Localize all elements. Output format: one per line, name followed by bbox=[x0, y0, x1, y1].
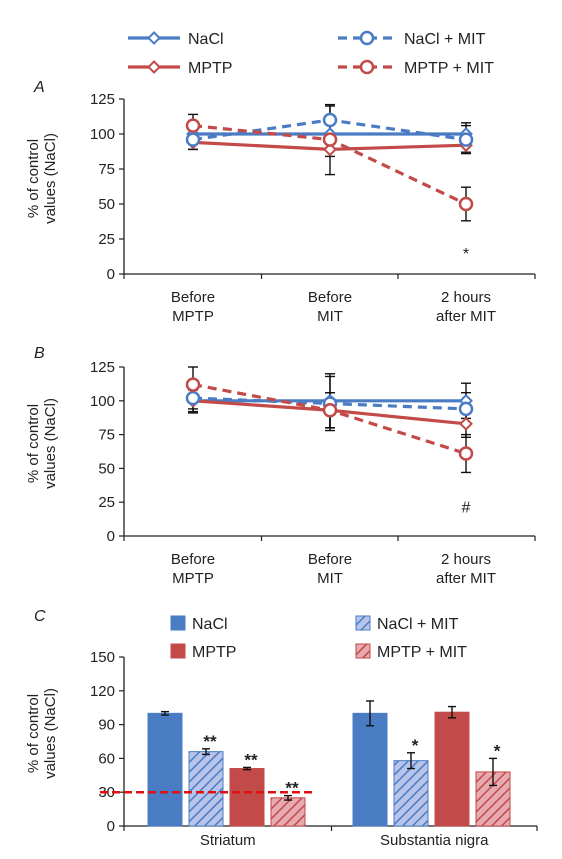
y-tick-label: 50 bbox=[98, 460, 115, 477]
legend-swatch-nacl-mit bbox=[355, 615, 371, 631]
legend-label-nacl: NaCl bbox=[188, 31, 224, 48]
legend-swatch-nacl bbox=[170, 615, 186, 631]
point-nacl-mit bbox=[458, 132, 474, 147]
y-axis-label-line: % of control bbox=[25, 404, 42, 483]
y-tick-label: 150 bbox=[90, 649, 115, 666]
significance-mark: * bbox=[412, 736, 419, 755]
panel-label: A bbox=[33, 79, 45, 96]
legend-label-nacl: NaCl bbox=[192, 616, 228, 633]
y-tick-label: 125 bbox=[90, 91, 115, 108]
x-tick-label: MIT bbox=[317, 308, 343, 325]
legend-swatch-mptp-mit bbox=[355, 643, 371, 659]
x-tick-label: MPTP bbox=[172, 308, 214, 325]
legend-marker-nacl bbox=[147, 31, 161, 45]
significance-mark: # bbox=[462, 499, 471, 516]
legend-top: NaCl NaCl + MIT MPTP MPTP + MIT bbox=[128, 30, 494, 77]
legend-swatch-mptp bbox=[170, 643, 186, 659]
y-tick-label: 75 bbox=[98, 427, 115, 444]
panel-label: C bbox=[34, 608, 46, 625]
point-mptp bbox=[323, 142, 337, 157]
significance-mark: ** bbox=[285, 779, 299, 798]
y-axis-label-line: % of control bbox=[25, 694, 42, 773]
legend-label-nacl-mit: NaCl + MIT bbox=[404, 31, 486, 48]
x-tick-label: Before bbox=[308, 289, 352, 306]
point-mptp-mit bbox=[185, 377, 201, 392]
y-tick-label: 0 bbox=[107, 266, 115, 283]
x-tick-label: Before bbox=[308, 551, 352, 568]
point-mptp bbox=[459, 416, 473, 431]
x-tick-label: Before bbox=[171, 289, 215, 306]
y-axis-label-line: values (NaCl) bbox=[42, 398, 59, 489]
bar-mptp-mit bbox=[270, 797, 306, 827]
x-tick-label: MPTP bbox=[172, 570, 214, 587]
x-tick-label: after MIT bbox=[436, 570, 496, 587]
bar-nacl-mit bbox=[188, 751, 224, 827]
x-tick-label: Striatum bbox=[200, 832, 256, 849]
legend-label-mptp: MPTP bbox=[192, 644, 236, 661]
significance-mark: * bbox=[463, 246, 469, 263]
bar-mptp bbox=[229, 768, 265, 827]
panel-a: A % of controlvalues (NaCl) 0 25 50 75 100 125 B… bbox=[25, 79, 536, 325]
y-axis-label-line: % of control bbox=[25, 139, 42, 218]
y-axis-label: % of controlvalues (NaCl) bbox=[25, 398, 59, 489]
y-tick-label: 25 bbox=[98, 231, 115, 248]
legend-label-mptp-mit: MPTP + MIT bbox=[404, 60, 494, 77]
y-tick-label: 125 bbox=[90, 359, 115, 376]
x-tick-label: 2 hours bbox=[441, 551, 491, 568]
y-axis-label-line: values (NaCl) bbox=[42, 133, 59, 224]
x-tick-label: Before bbox=[171, 551, 215, 568]
point-mptp-mit bbox=[322, 132, 338, 147]
y-tick-label: 75 bbox=[98, 161, 115, 178]
panel-c: C NaCl NaCl + MIT MPTP MPTP + MIT % of contro… bbox=[25, 608, 538, 849]
legend-label-nacl-mit: NaCl + MIT bbox=[377, 616, 459, 633]
y-axis-label: % of controlvalues (NaCl) bbox=[25, 688, 59, 779]
bar-mptp bbox=[434, 711, 470, 827]
x-tick-label: MIT bbox=[317, 570, 343, 587]
bar-nacl-mit bbox=[393, 760, 429, 827]
point-mptp-mit bbox=[322, 403, 338, 418]
x-tick-label: Substantia nigra bbox=[380, 832, 489, 849]
y-tick-label: 0 bbox=[107, 528, 115, 545]
y-tick-label: 120 bbox=[90, 683, 115, 700]
point-nacl-mit bbox=[185, 390, 201, 406]
panel-b: B % of controlvalues (NaCl) 0 25 50 75 100 125 B… bbox=[25, 345, 536, 587]
legend-label-mptp-mit: MPTP + MIT bbox=[377, 644, 467, 661]
point-nacl-mit bbox=[322, 112, 338, 128]
y-tick-label: 50 bbox=[98, 196, 115, 213]
point-mptp-mit bbox=[458, 446, 474, 461]
legend-marker-nacl-mit bbox=[359, 30, 375, 46]
significance-mark: ** bbox=[244, 750, 258, 769]
significance-mark: ** bbox=[203, 732, 217, 751]
point-mptp-mit bbox=[458, 196, 474, 212]
point-mptp-mit bbox=[185, 118, 201, 133]
y-tick-label: 0 bbox=[107, 818, 115, 835]
y-tick-label: 90 bbox=[98, 717, 115, 734]
point-nacl-mit bbox=[185, 132, 201, 147]
point-nacl-mit bbox=[458, 401, 474, 417]
y-axis-label: % of controlvalues (NaCl) bbox=[25, 133, 59, 224]
y-tick-label: 100 bbox=[90, 393, 115, 410]
x-tick-label: 2 hours bbox=[441, 289, 491, 306]
y-tick-label: 100 bbox=[90, 126, 115, 143]
legend-label-mptp: MPTP bbox=[188, 60, 232, 77]
panel-label: B bbox=[34, 345, 45, 362]
y-tick-label: 25 bbox=[98, 494, 115, 511]
significance-mark: * bbox=[494, 741, 501, 760]
x-tick-label: after MIT bbox=[436, 308, 496, 325]
bar-nacl bbox=[352, 712, 388, 827]
bar-nacl bbox=[147, 712, 183, 827]
y-tick-label: 60 bbox=[98, 750, 115, 767]
legend-marker-mptp bbox=[147, 60, 161, 74]
y-axis-label-line: values (NaCl) bbox=[42, 688, 59, 779]
legend-marker-mptp-mit bbox=[359, 59, 375, 75]
